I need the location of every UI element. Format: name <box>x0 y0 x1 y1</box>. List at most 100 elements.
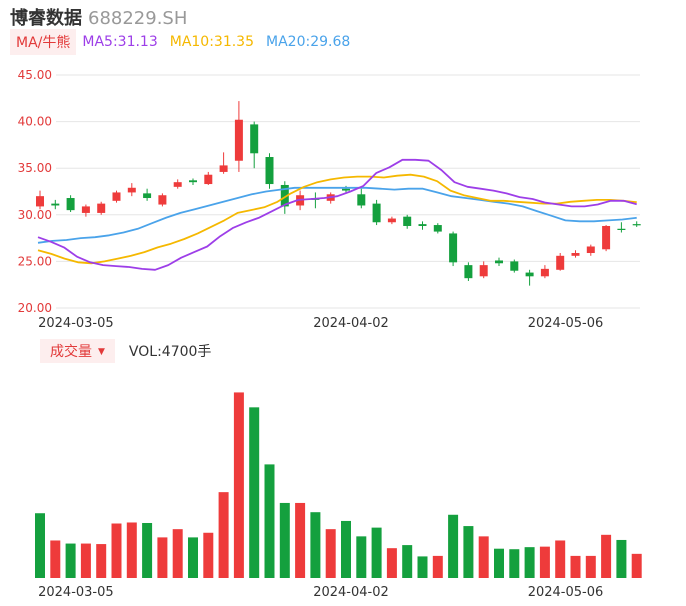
volume-bar <box>585 555 596 578</box>
candle-body <box>189 180 197 183</box>
x-tick-label: 2024-04-02 <box>313 316 389 331</box>
volume-bar <box>111 523 122 578</box>
candle-body <box>540 268 549 277</box>
volume-bar <box>233 392 244 578</box>
volume-bar <box>555 540 566 578</box>
y-tick-label: 40.00 <box>18 115 52 129</box>
volume-bar <box>157 537 168 578</box>
candle-body <box>234 119 243 161</box>
ma5-line <box>37 158 637 271</box>
volume-bar <box>96 544 107 578</box>
volume-bar <box>356 536 367 578</box>
candle-body <box>586 246 595 254</box>
volume-bar <box>509 549 520 578</box>
volume-bar <box>341 520 351 578</box>
candle-body <box>51 203 60 206</box>
volume-bar <box>539 546 550 578</box>
y-tick-label: 35.00 <box>18 161 52 175</box>
volume-bar <box>417 556 428 578</box>
ma5-value: MA5:31.13 <box>82 34 158 50</box>
stock-name: 博睿数据 <box>10 8 82 29</box>
candle-body <box>387 218 396 223</box>
volume-bar <box>80 543 91 578</box>
candle-body <box>280 184 289 207</box>
candle-body <box>143 193 152 199</box>
stock-code: 688229.SH <box>88 8 188 29</box>
volume-indicator-label: 成交量 <box>50 344 92 360</box>
candle-body <box>449 233 458 263</box>
candle-body <box>433 225 442 232</box>
volume-bar <box>142 522 153 578</box>
candle-body <box>36 196 44 207</box>
volume-bar <box>631 553 642 578</box>
candle-body <box>372 203 381 223</box>
candle-body <box>265 157 274 185</box>
candle-body <box>250 124 259 154</box>
volume-bar <box>50 540 61 578</box>
volume-bar <box>601 534 612 578</box>
volume-indicator-dropdown[interactable]: 成交量 ▼ <box>40 339 115 363</box>
x-tick-label: 2024-04-02 <box>313 585 389 600</box>
candle-body <box>81 206 90 213</box>
candle-body <box>219 165 228 172</box>
volume-bar <box>524 547 535 578</box>
x-tick-label: 2024-05-06 <box>528 316 604 331</box>
stock-title: 博睿数据 688229.SH <box>10 4 187 30</box>
ma-legend: MA/牛熊 MA5:31.13 MA10:31.35 MA20:29.68 <box>10 29 362 55</box>
volume-bar <box>126 522 137 578</box>
candle-body <box>342 188 350 191</box>
candle-body <box>173 182 182 187</box>
volume-bar <box>264 464 275 578</box>
candle-body <box>556 255 565 270</box>
volume-bar <box>295 502 306 578</box>
ma-indicator-toggle[interactable]: MA/牛熊 <box>10 29 77 55</box>
volume-bar <box>65 543 76 578</box>
volume-bar <box>249 407 260 578</box>
ma10-value: MA10:31.35 <box>169 34 255 50</box>
candle-body <box>112 192 121 201</box>
candle-body <box>510 261 519 271</box>
chevron-down-icon: ▼ <box>98 347 105 357</box>
y-tick-label: 45.00 <box>18 68 52 82</box>
ma20-value: MA20:29.68 <box>266 34 351 50</box>
volume-bar <box>448 514 459 578</box>
candle-body <box>617 228 626 230</box>
volume-bar <box>570 555 581 578</box>
volume-bar <box>325 529 336 578</box>
candle-body <box>204 174 213 185</box>
volume-bar <box>386 548 397 578</box>
x-tick-label: 2024-03-05 <box>38 585 114 600</box>
candle-body <box>632 224 641 226</box>
volume-bar <box>616 539 627 578</box>
candle-body <box>158 195 167 205</box>
volume-bar <box>188 537 198 578</box>
candle-body <box>127 187 136 193</box>
y-tick-label: 20.00 <box>18 301 52 315</box>
volume-bar <box>172 529 183 578</box>
y-tick-label: 30.00 <box>18 208 52 222</box>
volume-legend: 成交量 ▼ VOL:4700手 <box>40 339 211 363</box>
candle-body <box>571 253 580 256</box>
candle-body <box>602 225 611 250</box>
candle-body <box>357 194 366 206</box>
candle-body <box>403 216 412 226</box>
volume-bar <box>432 555 443 578</box>
ma10-line <box>37 173 637 265</box>
x-tick-label: 2024-03-05 <box>38 316 114 331</box>
volume-bar <box>371 527 382 578</box>
candle-body <box>464 265 473 279</box>
candle-body <box>479 265 488 277</box>
volume-bar <box>478 536 489 578</box>
volume-bar <box>218 492 229 578</box>
volume-bar <box>463 526 474 578</box>
candle-body <box>66 198 75 211</box>
candle-body <box>418 224 427 226</box>
candle-body <box>97 203 106 213</box>
ma20-line <box>37 186 637 244</box>
volume-bar <box>203 532 214 578</box>
volume-bar <box>494 548 504 578</box>
candle-body <box>495 260 503 264</box>
volume-bar <box>310 512 321 578</box>
volume-bar <box>35 513 45 578</box>
